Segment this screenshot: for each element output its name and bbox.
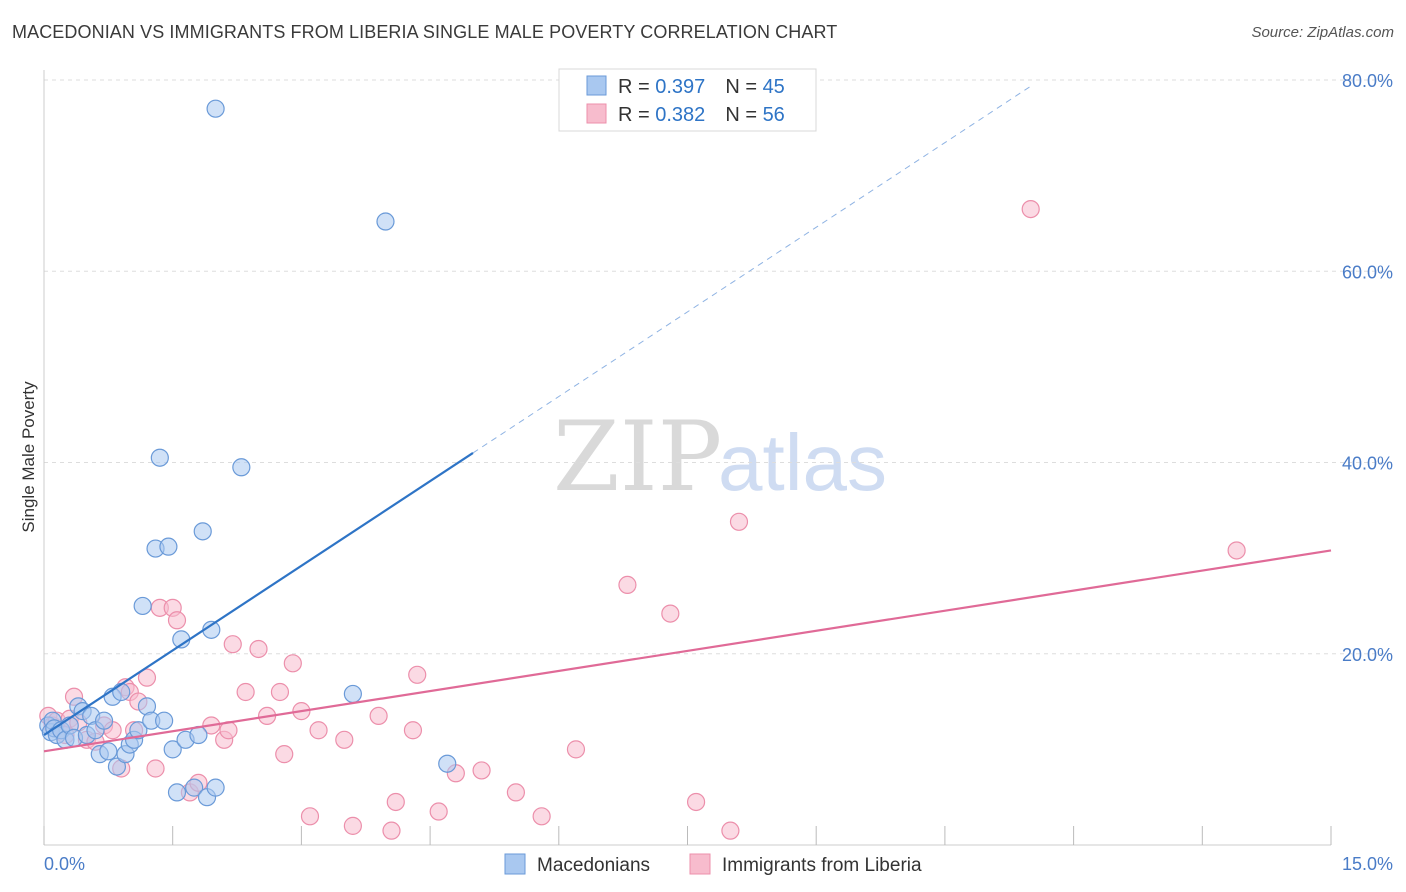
- liberia-point-39: [369, 706, 388, 726]
- macedonian-point-18: [107, 757, 127, 776]
- legend-n-label-2: N =: [725, 104, 762, 126]
- watermark-atlas: atlas: [718, 418, 887, 507]
- liberia-point-17: [137, 668, 157, 687]
- liberia-point-53: [729, 512, 749, 531]
- macedonian-point-29: [155, 711, 174, 730]
- liberia-point-29: [249, 639, 268, 659]
- macedonian-point-43: [376, 212, 395, 231]
- bottom-legend-label-macedonians: Macedonians: [537, 855, 650, 876]
- liberia-points: [39, 199, 1246, 840]
- liberia-point-50: [618, 575, 637, 595]
- liberia-point-37: [335, 730, 354, 749]
- macedonian-point-16: [99, 742, 118, 761]
- bottom-legend-swatch-liberia: [689, 853, 711, 875]
- liberia-point-56: [1227, 541, 1246, 560]
- y-tick-label-60: 60.0%: [1342, 262, 1393, 282]
- macedonian-point-45: [438, 754, 457, 773]
- macedonian-point-32: [167, 783, 187, 802]
- legend-n-value-1: 45: [763, 76, 785, 98]
- liberia-point-31: [270, 682, 290, 702]
- macedonian-points: [39, 99, 457, 807]
- liberia-point-36: [309, 721, 328, 740]
- macedonian-trend-extension: [472, 85, 1031, 454]
- macedonian-point-31: [163, 740, 182, 759]
- correlation-legend: R = 0.397 N = 45 R = 0.382 N = 56: [558, 68, 817, 132]
- x-tick-label-min: 0.0%: [44, 854, 85, 874]
- grid-lines: [44, 79, 1393, 655]
- legend-row-liberia: R = 0.382 N = 56: [618, 104, 785, 126]
- liberia-point-32: [275, 745, 294, 764]
- liberia-trend-line: [43, 549, 1332, 753]
- x-tick-marks: [43, 826, 1332, 845]
- macedonian-point-19: [112, 682, 131, 702]
- liberia-point-18: [146, 759, 165, 778]
- liberia-point-33: [283, 654, 302, 673]
- macedonian-point-15: [94, 711, 114, 730]
- watermark-zip: ZIP: [553, 401, 722, 513]
- y-axis-label: Single Male Poverty: [19, 381, 38, 533]
- liberia-point-47: [506, 783, 526, 802]
- x-tick-label-max: 15.0%: [1342, 854, 1393, 874]
- macedonian-point-23: [129, 721, 148, 740]
- liberia-point-21: [167, 611, 187, 630]
- legend-row-macedonians: R = 0.397 N = 45: [618, 76, 785, 98]
- chart-title: MACEDONIAN VS IMMIGRANTS FROM LIBERIA SI…: [12, 22, 838, 42]
- liberia-point-27: [223, 635, 242, 654]
- source-credit: Source: ZipAtlas.com: [1251, 24, 1394, 41]
- y-tick-label-20: 20.0%: [1342, 645, 1393, 665]
- macedonian-point-40: [206, 778, 225, 797]
- liberia-point-43: [408, 665, 427, 684]
- macedonian-point-35: [185, 778, 204, 797]
- legend-r-value-1: 0.397: [655, 76, 705, 98]
- liberia-point-28: [236, 682, 255, 702]
- liberia-point-35: [300, 807, 320, 826]
- macedonian-point-30: [159, 537, 178, 556]
- trend-lines: [43, 85, 1332, 753]
- liberia-point-55: [1021, 199, 1040, 219]
- liberia-point-52: [686, 792, 706, 812]
- liberia-point-44: [429, 802, 448, 821]
- bottom-legend-label-liberia: Immigrants from Liberia: [722, 855, 922, 876]
- liberia-point-54: [721, 821, 740, 840]
- series-legend: Macedonians Immigrants from Liberia: [504, 853, 922, 876]
- legend-n-label-1: N =: [725, 76, 762, 98]
- legend-swatch-liberia: [586, 103, 607, 124]
- macedonian-point-41: [232, 458, 251, 477]
- liberia-point-40: [382, 821, 401, 840]
- macedonian-point-24: [133, 596, 152, 616]
- macedonian-point-37: [193, 522, 212, 541]
- liberia-point-51: [661, 604, 680, 623]
- y-tick-labels: 20.0% 40.0% 60.0% 80.0%: [1342, 71, 1393, 665]
- liberia-point-41: [386, 792, 405, 812]
- macedonian-point-28: [150, 448, 169, 467]
- y-tick-label-40: 40.0%: [1342, 454, 1393, 474]
- legend-n-value-2: 56: [763, 104, 785, 126]
- legend-swatch-macedonians: [586, 75, 607, 96]
- macedonian-trend-line: [43, 452, 474, 736]
- liberia-point-49: [566, 740, 586, 759]
- liberia-point-48: [532, 807, 551, 826]
- y-tick-label-80: 80.0%: [1342, 71, 1393, 91]
- liberia-point-42: [403, 721, 423, 740]
- macedonian-point-42: [206, 99, 225, 118]
- liberia-point-38: [343, 816, 362, 835]
- legend-r-value-2: 0.382: [655, 104, 705, 126]
- macedonian-point-44: [343, 684, 362, 704]
- legend-r-label-2: R =: [618, 104, 655, 126]
- bottom-legend-swatch-macedonians: [504, 853, 526, 875]
- liberia-point-46: [472, 761, 491, 780]
- legend-r-label-1: R =: [618, 76, 655, 98]
